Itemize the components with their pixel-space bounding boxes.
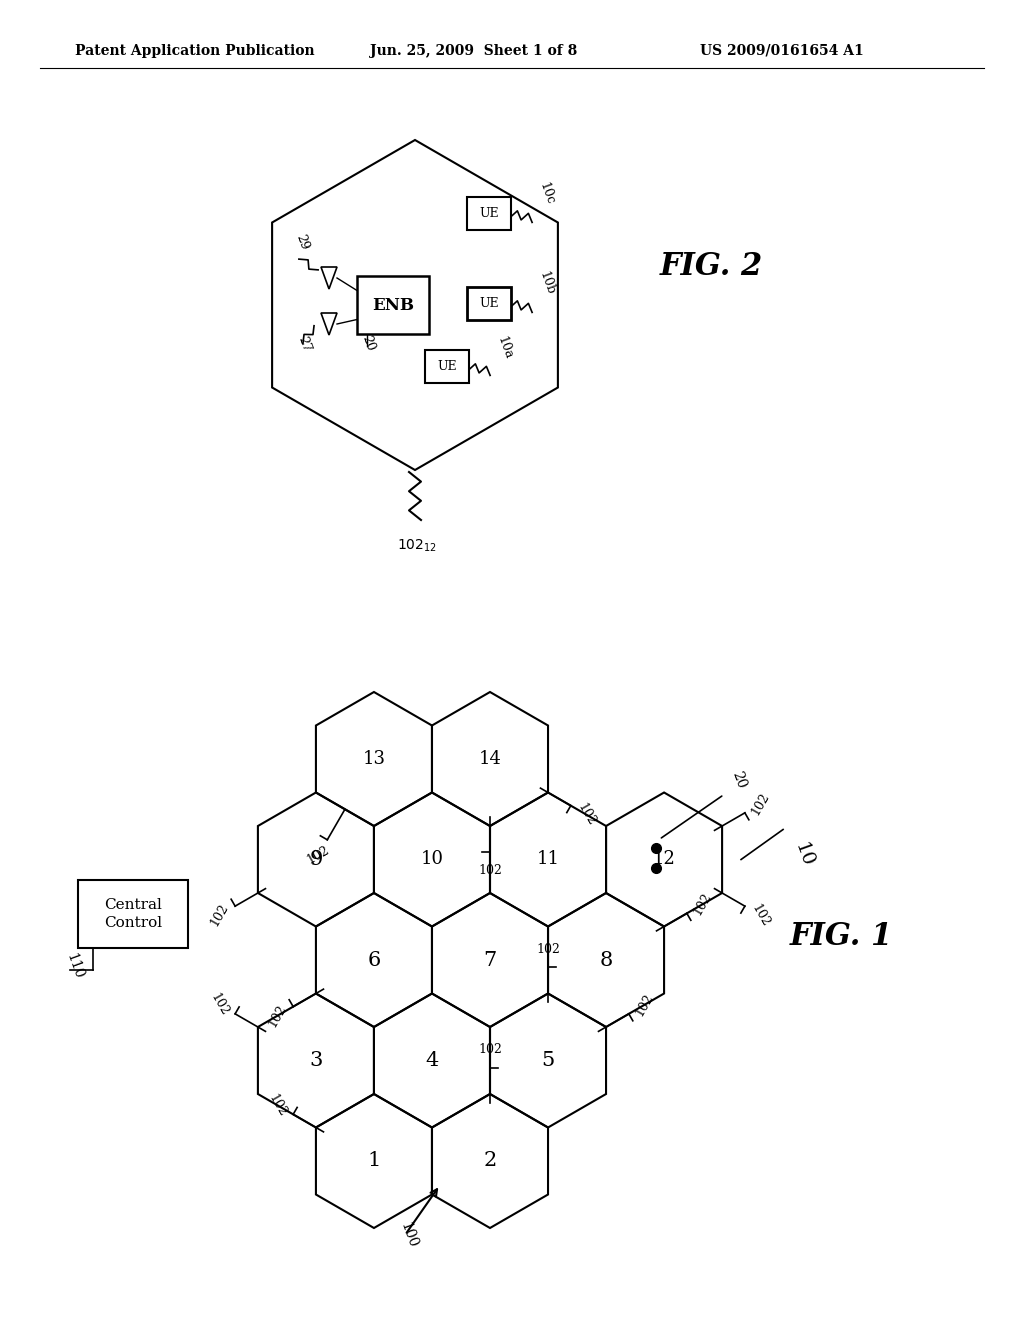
- Text: 10a: 10a: [495, 335, 515, 362]
- Text: 20: 20: [359, 334, 377, 352]
- FancyBboxPatch shape: [425, 350, 469, 383]
- Text: 10b: 10b: [537, 269, 557, 297]
- Text: 102: 102: [574, 801, 598, 828]
- FancyBboxPatch shape: [78, 880, 188, 948]
- Text: 13: 13: [362, 750, 385, 768]
- Text: 1: 1: [368, 1151, 381, 1171]
- Text: 102: 102: [691, 891, 714, 917]
- Text: FIG. 1: FIG. 1: [790, 921, 893, 952]
- Text: Control: Control: [104, 916, 162, 931]
- Text: 9: 9: [309, 850, 323, 869]
- Text: 10: 10: [792, 840, 816, 869]
- Text: 102: 102: [478, 1043, 502, 1056]
- Text: 8: 8: [599, 950, 612, 969]
- Text: UE: UE: [437, 360, 457, 374]
- Text: 29: 29: [293, 232, 310, 252]
- Text: UE: UE: [479, 207, 499, 220]
- Text: 102: 102: [537, 942, 560, 956]
- Text: Jun. 25, 2009  Sheet 1 of 8: Jun. 25, 2009 Sheet 1 of 8: [370, 44, 578, 58]
- Text: 7: 7: [483, 950, 497, 969]
- FancyBboxPatch shape: [467, 197, 511, 230]
- Text: US 2009/0161654 A1: US 2009/0161654 A1: [700, 44, 864, 58]
- Text: 12: 12: [652, 850, 676, 869]
- Text: Patent Application Publication: Patent Application Publication: [75, 44, 314, 58]
- Text: 27: 27: [295, 335, 312, 354]
- Text: 102: 102: [478, 863, 502, 876]
- Text: $102_{12}$: $102_{12}$: [397, 539, 437, 554]
- Text: 102: 102: [749, 902, 772, 929]
- Text: UE: UE: [479, 297, 499, 310]
- Text: 4: 4: [425, 1051, 438, 1071]
- Text: 102: 102: [749, 791, 772, 817]
- Text: 102: 102: [633, 991, 656, 1019]
- Text: 102: 102: [266, 1092, 289, 1119]
- Text: 5: 5: [542, 1051, 555, 1071]
- Text: 20: 20: [729, 770, 749, 791]
- Text: Central: Central: [104, 898, 162, 912]
- Text: 2: 2: [483, 1151, 497, 1171]
- Text: FIG. 2: FIG. 2: [660, 251, 763, 282]
- Text: 102: 102: [266, 1002, 289, 1030]
- Text: ENB: ENB: [372, 297, 414, 314]
- Text: 102: 102: [208, 902, 231, 929]
- Text: 100: 100: [397, 1221, 419, 1250]
- Text: 10c: 10c: [537, 181, 557, 206]
- Text: 110: 110: [63, 952, 85, 981]
- Text: 3: 3: [309, 1051, 323, 1071]
- Text: 11: 11: [537, 850, 559, 869]
- Text: 102: 102: [208, 991, 231, 1019]
- Text: 10: 10: [421, 850, 443, 869]
- FancyBboxPatch shape: [467, 286, 511, 319]
- Text: 14: 14: [478, 750, 502, 768]
- FancyBboxPatch shape: [357, 276, 429, 334]
- Text: 102: 102: [305, 843, 332, 867]
- Text: 6: 6: [368, 950, 381, 969]
